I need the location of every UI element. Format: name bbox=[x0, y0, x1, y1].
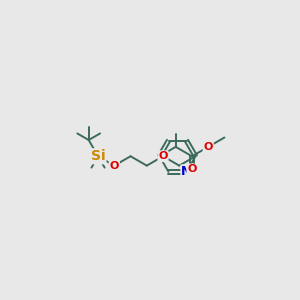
Text: O: O bbox=[187, 164, 197, 174]
Text: O: O bbox=[158, 151, 168, 161]
Text: O: O bbox=[203, 142, 213, 152]
Text: O: O bbox=[110, 160, 119, 171]
Text: N: N bbox=[181, 165, 192, 178]
Text: Si: Si bbox=[91, 149, 105, 163]
